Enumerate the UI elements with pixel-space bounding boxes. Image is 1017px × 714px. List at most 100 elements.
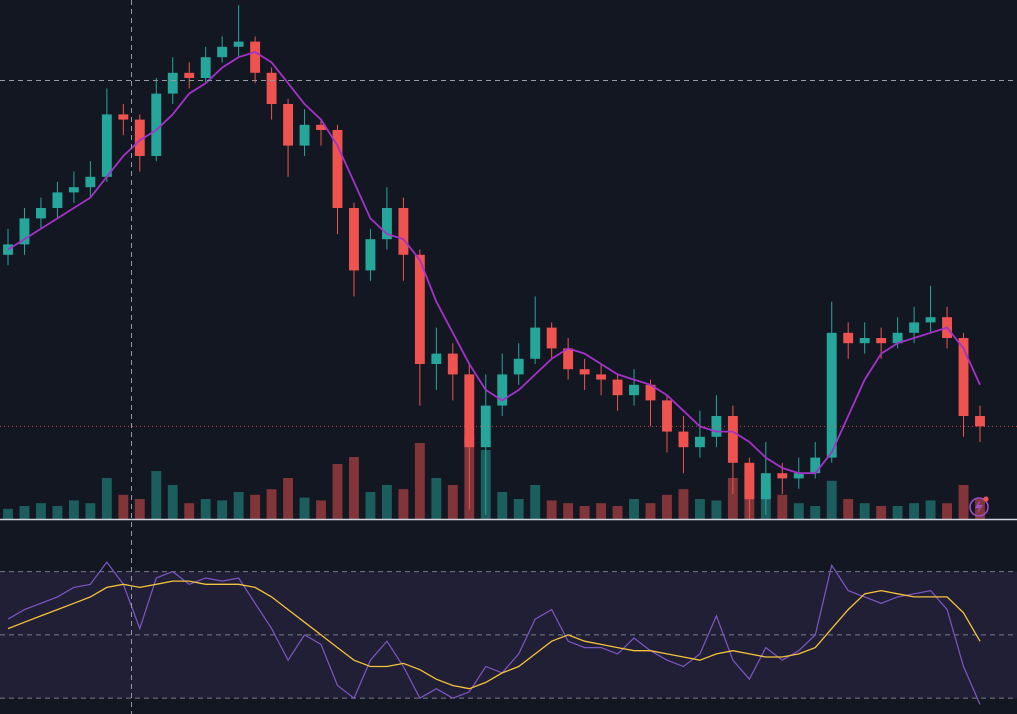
candle-body <box>694 436 705 448</box>
candle-body <box>316 124 326 130</box>
price-pane <box>0 5 1017 520</box>
candle-body <box>744 462 755 500</box>
volume-bar <box>68 500 79 520</box>
volume-bar <box>134 499 145 520</box>
volume-bar <box>629 499 639 520</box>
candle-body <box>250 41 261 73</box>
candle-body <box>513 358 524 375</box>
rsi-line <box>7 561 981 705</box>
candle-body <box>184 72 195 78</box>
candle-body <box>398 208 409 255</box>
candle-body <box>36 208 46 219</box>
volume-bar <box>530 485 541 520</box>
candle-body <box>480 405 491 448</box>
candle-body <box>876 338 887 344</box>
rsi-pane <box>0 571 1017 699</box>
volume-bar <box>101 478 112 520</box>
candle-body <box>332 130 343 208</box>
candle-body <box>546 327 557 349</box>
candle-body <box>85 176 96 188</box>
volume-bar <box>513 499 524 520</box>
volume-bar <box>579 506 590 520</box>
volume-bar <box>431 478 442 520</box>
volume-bar <box>118 494 129 520</box>
volume-bar <box>266 489 277 520</box>
candle-body <box>909 322 920 333</box>
candle-body <box>52 192 63 208</box>
volume-bar <box>859 503 870 520</box>
volume-bar <box>19 506 30 520</box>
volume-bar <box>925 500 936 520</box>
candle-body <box>727 416 738 463</box>
alert-icon[interactable] <box>969 496 989 517</box>
candle-body <box>349 208 359 271</box>
candle-body <box>892 332 903 344</box>
volume-bar <box>727 478 738 520</box>
moving-average-line <box>7 51 981 475</box>
candle-body <box>464 374 475 448</box>
volume-bar <box>332 464 343 520</box>
candle-body <box>843 332 854 344</box>
candle-body <box>381 208 392 240</box>
candle-body <box>793 473 804 479</box>
volume-bar <box>843 499 854 520</box>
candle-body <box>662 400 672 432</box>
volume-bar <box>85 503 96 520</box>
candle-body <box>645 384 656 401</box>
volume-bar <box>36 503 46 520</box>
rsi-ma-line <box>7 580 981 690</box>
candle-body <box>629 384 639 396</box>
volume-bar <box>167 485 178 520</box>
rsi-lines <box>7 561 981 705</box>
candle-body <box>596 374 607 380</box>
volume-bar <box>694 499 705 520</box>
candle-body <box>414 254 425 364</box>
candle-body <box>266 72 277 104</box>
candle-body <box>431 353 442 364</box>
volume-bar <box>184 503 195 520</box>
candle-body <box>975 416 985 427</box>
candle-body <box>101 114 112 177</box>
volume-bar <box>299 497 310 520</box>
candle-body <box>859 338 870 344</box>
candle-body <box>579 369 590 375</box>
icon-bolt <box>975 500 983 514</box>
candle-body <box>365 239 376 271</box>
candle-body <box>447 353 458 375</box>
candle-body <box>200 57 211 78</box>
candle-body <box>68 187 79 193</box>
volume-bar <box>398 489 409 520</box>
candle-body <box>612 379 623 396</box>
volume-bar <box>958 485 969 520</box>
volume-bar <box>810 506 821 520</box>
volume-bar <box>645 503 656 520</box>
volume-bar <box>52 506 63 520</box>
candle-body <box>118 114 129 120</box>
candle-body <box>777 473 788 479</box>
volume-bar <box>217 500 228 520</box>
volume-bar <box>711 500 722 520</box>
candle-body <box>134 119 145 156</box>
candle-body <box>810 457 821 474</box>
volume-bar <box>909 503 920 520</box>
volume-bar <box>777 494 788 520</box>
volume-bar <box>612 506 623 520</box>
volume-bar <box>678 489 689 520</box>
volume-bar <box>876 506 887 520</box>
candle-body <box>563 348 574 370</box>
volume-bar <box>250 494 261 520</box>
candle-body <box>925 317 936 323</box>
candle-body <box>826 332 837 458</box>
volume-bar <box>942 503 952 520</box>
candle-body <box>958 338 969 416</box>
volume-bar <box>662 494 672 520</box>
volume-bar <box>349 457 359 520</box>
candle-body <box>530 327 541 359</box>
volume-bar <box>793 503 804 520</box>
candle-body <box>217 46 228 58</box>
candle-body <box>283 104 294 146</box>
volume-bar <box>892 506 903 520</box>
candle-body <box>299 124 310 146</box>
icon-ring <box>969 497 989 517</box>
